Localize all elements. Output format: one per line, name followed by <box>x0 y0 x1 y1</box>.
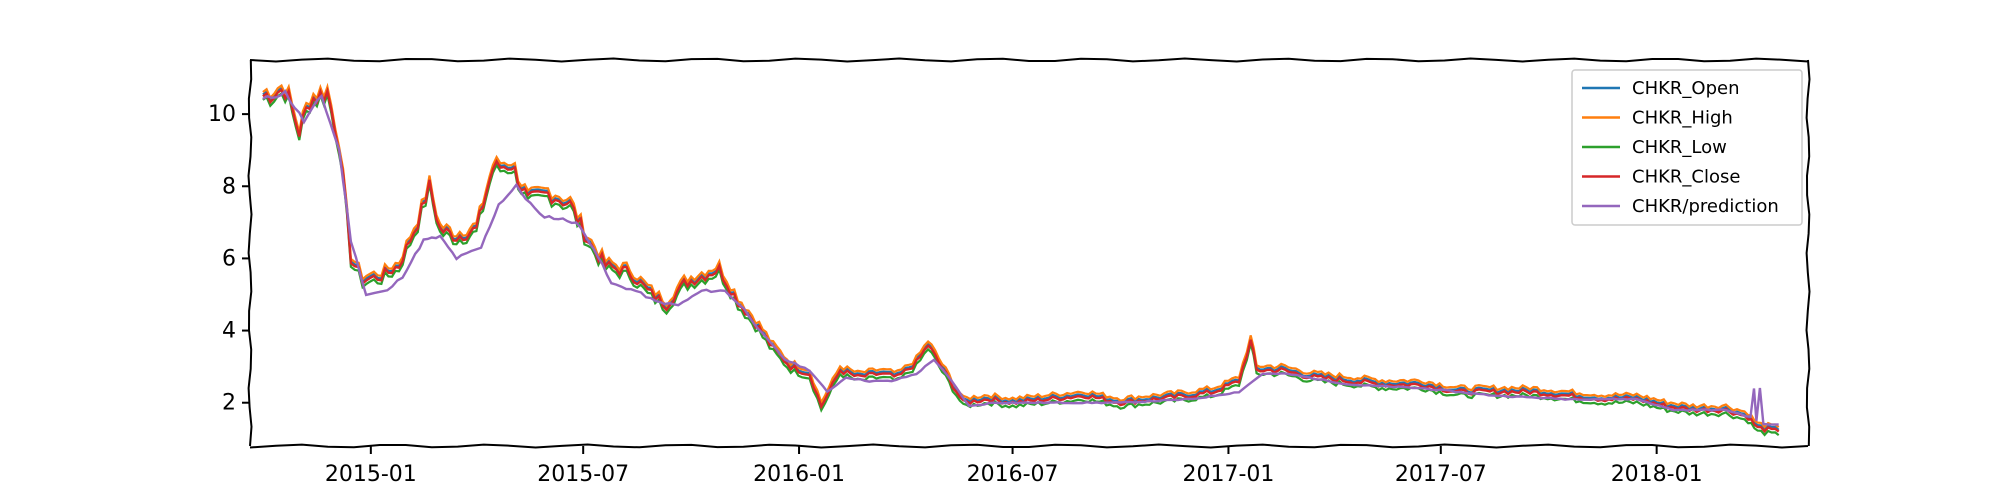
x-axis: 2015-01 2015-07 2016-01 2016-07 2017-01 2017-… <box>325 446 1703 487</box>
axes-frame <box>247 57 1811 449</box>
legend-entry-label: CHKR_Open <box>1632 78 1740 99</box>
legend-entry-label: CHKR/prediction <box>1632 196 1779 217</box>
x-tick-label: 2017-07 <box>1395 462 1487 487</box>
x-tick-label: 2017-01 <box>1182 462 1274 487</box>
x-tick-label: 2016-01 <box>753 462 845 487</box>
x-tick-label: 2015-01 <box>325 462 417 487</box>
legend-entry-label: CHKR_High <box>1632 108 1733 129</box>
legend-entry-label: CHKR_Close <box>1632 167 1740 188</box>
legend-box <box>1571 69 1803 226</box>
x-tick-label: 2015-07 <box>537 462 629 487</box>
y-tick-label: 6 <box>222 246 236 271</box>
series-line-chkr-prediction <box>262 89 1779 426</box>
y-tick-label: 10 <box>208 102 236 127</box>
y-tick-label: 4 <box>222 319 236 344</box>
y-tick-label: 2 <box>222 391 236 416</box>
legend-entry-label: CHKR_Low <box>1632 137 1727 158</box>
y-axis: 2 4 6 8 10 <box>208 102 250 416</box>
x-tick-label: 2016-07 <box>967 462 1059 487</box>
series-layer <box>262 82 1780 437</box>
y-tick-label: 8 <box>222 174 236 199</box>
legend: CHKR_Open CHKR_High CHKR_Low CHKR_Close CHKR… <box>1571 69 1803 226</box>
x-tick-label: 2018-01 <box>1611 462 1703 487</box>
